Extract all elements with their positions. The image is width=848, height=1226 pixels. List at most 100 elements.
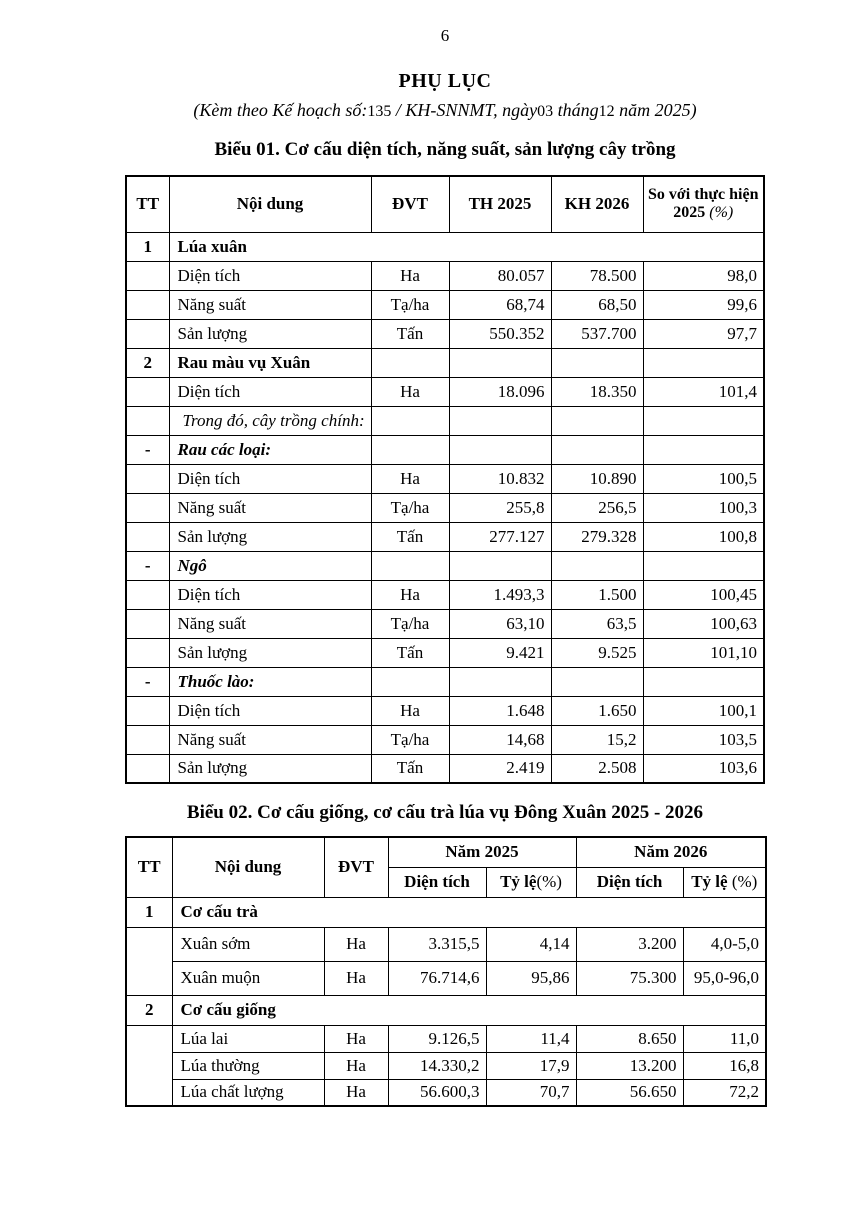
tt-cell: 1 (125, 896, 173, 928)
table-row: - Ngô (125, 550, 765, 581)
content-cell: Năng suất (168, 289, 372, 320)
percent-sign: (%) (731, 872, 758, 892)
value-cell: 537.700 (550, 318, 644, 349)
value-cell: 103,6 (642, 753, 765, 784)
content-cell: Sản lượng (168, 318, 372, 349)
table-row: Diện tích Ha 18.096 18.350 101,4 (125, 376, 765, 407)
content-cell: Rau các loại: (168, 434, 372, 465)
value-cell: 2.508 (550, 753, 644, 784)
unit-cell: Tấn (370, 521, 450, 552)
column-header-tt: TT (125, 175, 170, 233)
value-cell: 4,0-5,0 (682, 926, 767, 962)
content-cell: Lúa thường (171, 1051, 325, 1080)
unit-cell: Ha (370, 695, 450, 726)
reference-line: (Kèm theo Kế hoạch số:135 / KH-SNNMT, ng… (125, 100, 765, 121)
tt-cell: - (125, 550, 170, 581)
table-row: 1 Cơ cấu trà (125, 896, 767, 928)
unit-cell: Tấn (370, 753, 450, 784)
document-page: 6 PHỤ LỤC (Kèm theo Kế hoạch số:135 / KH… (125, 26, 768, 1107)
table-row: Năng suất Tạ/ha 63,10 63,5 100,63 (125, 608, 765, 639)
content-cell: Lúa lai (171, 1024, 325, 1053)
value-cell: 63,10 (448, 608, 552, 639)
table-row: Lúa thường Ha 14.330,2 17,9 13.200 16,8 (126, 1051, 767, 1080)
tt-cell (125, 376, 170, 407)
content-cell: Ngô (168, 550, 372, 581)
column-header-area-2026: Diện tích (575, 866, 684, 898)
value-cell: 18.096 (448, 376, 552, 407)
value-cell: 13.200 (575, 1051, 684, 1080)
table-row: Sản lượng Tấn 9.421 9.525 101,10 (125, 637, 765, 668)
value-cell (642, 434, 765, 465)
table-row: Năng suất Tạ/ha 255,8 256,5 100,3 (125, 492, 765, 523)
value-cell: 1.500 (550, 579, 644, 610)
value-cell (642, 347, 765, 378)
value-cell: 78.500 (550, 260, 644, 291)
unit-cell: Ha (323, 1024, 389, 1053)
table-row: - Thuốc lào: (125, 666, 765, 697)
value-cell (550, 550, 644, 581)
tt-cell (125, 637, 170, 668)
unit-cell: Ha (323, 960, 389, 996)
content-cell: Năng suất (168, 492, 372, 523)
value-cell (642, 666, 765, 697)
value-cell: 8.650 (575, 1024, 684, 1053)
unit-cell: Tạ/ha (370, 492, 450, 523)
tt-cell (125, 521, 170, 552)
value-cell: 56.650 (575, 1078, 684, 1107)
table-row: Trong đó, cây trồng chính: (125, 405, 765, 436)
value-cell (448, 405, 552, 436)
table-row: Sản lượng Tấn 550.352 537.700 97,7 (125, 318, 765, 349)
percent-sign: (%) (536, 872, 562, 892)
unit-cell: Ha (323, 1078, 389, 1107)
tt-cell (125, 405, 170, 436)
tt-cell (125, 695, 170, 726)
table1-title: Biểu 01. Cơ cấu diện tích, năng suất, sả… (214, 139, 676, 160)
value-cell: 95,0-96,0 (682, 960, 767, 996)
reference-text: / KH-SNNMT, ngày (391, 100, 538, 120)
reference-text: (Kèm theo Kế hoạch số: (193, 100, 368, 120)
value-cell (448, 666, 552, 697)
table-crop-structure: TT Nội dung ĐVT TH 2025 KH 2026 So với t… (125, 175, 765, 784)
table2-header-row-2: Diện tích Tỷ lệ(%) Diện tích Tỷ lệ (%) (126, 866, 767, 898)
page-number: 6 (440, 26, 450, 45)
column-header-dvt: ĐVT (323, 836, 389, 898)
value-cell: 279.328 (550, 521, 644, 552)
unit-cell: Ha (370, 376, 450, 407)
value-cell: 68,74 (448, 289, 552, 320)
value-cell: 80.057 (448, 260, 552, 291)
column-header-ratio: So với thực hiện 2025 (%) (642, 175, 765, 233)
value-cell: 17,9 (485, 1051, 577, 1080)
content-cell: Diện tích (168, 376, 372, 407)
table-row: Xuân muộn Ha 76.714,6 95,86 75.300 95,0-96,0 (126, 960, 767, 996)
column-header-rate-2026: Tỷ lệ (%) (682, 866, 767, 898)
column-header-year2025: Năm 2025 (387, 836, 577, 868)
table-row: Năng suất Tạ/ha 14,68 15,2 103,5 (125, 724, 765, 755)
tt-cell (125, 260, 170, 291)
column-header-noidung: Nội dung (168, 175, 372, 233)
value-cell: 18.350 (550, 376, 644, 407)
value-cell: 1.650 (550, 695, 644, 726)
reference-text: tháng (553, 100, 599, 120)
content-cell: Diện tích (168, 463, 372, 494)
appendix-title: PHỤ LỤC (398, 70, 492, 92)
value-cell: 9.421 (448, 637, 552, 668)
value-cell: 3.200 (575, 926, 684, 962)
value-cell: 101,4 (642, 376, 765, 407)
content-cell: Xuân sớm (171, 926, 325, 962)
table-rice-structure: TT Nội dung ĐVT Năm 2025 Năm 2026 Diện t… (125, 836, 768, 1107)
value-cell: 95,86 (485, 960, 577, 996)
tt-cell: 2 (125, 994, 173, 1026)
table-row: Diện tích Ha 1.648 1.650 100,1 (125, 695, 765, 726)
value-cell: 75.300 (575, 960, 684, 996)
value-cell: 3.315,5 (387, 926, 487, 962)
table-row: Diện tích Ha 80.057 78.500 98,0 (125, 260, 765, 291)
value-cell (550, 434, 644, 465)
unit-cell (370, 666, 450, 697)
value-cell: 11,0 (682, 1024, 767, 1053)
ratio-header-text: So với thực hiện 2025 (648, 185, 759, 222)
content-cell: Cơ cấu giống (171, 994, 767, 1026)
unit-cell (370, 550, 450, 581)
table-row: Diện tích Ha 10.832 10.890 100,5 (125, 463, 765, 494)
column-header-noidung: Nội dung (171, 836, 325, 898)
table-row: 1 Lúa xuân (125, 231, 765, 262)
